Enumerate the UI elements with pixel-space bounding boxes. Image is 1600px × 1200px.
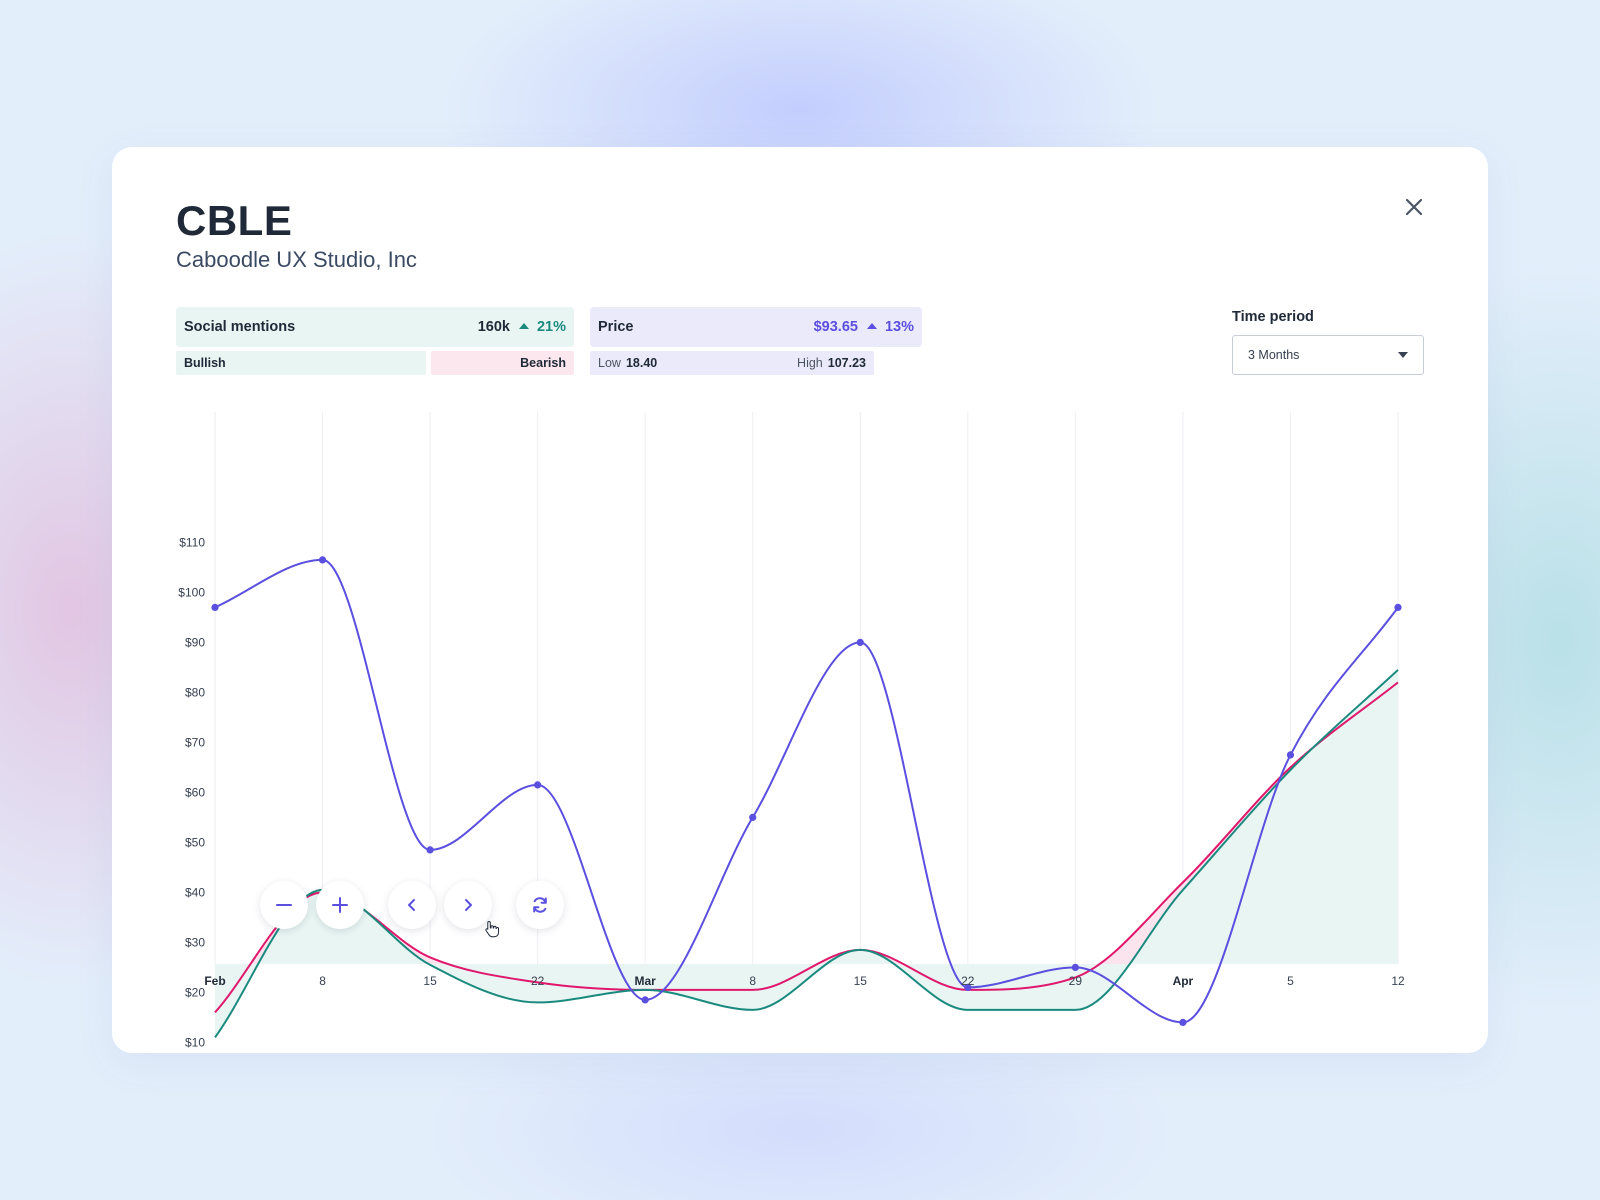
minus-icon: [276, 904, 292, 906]
triangle-up-icon: [518, 323, 529, 329]
x-tick-label: 8: [749, 974, 756, 988]
price-sentiment-chart: $110 $100 $90 $80 $70 $60 $50 $40 $30 $20 $10 Feb 8…: [178, 412, 1405, 1049]
price-range-bar: Low 18.40 High 107.23: [590, 351, 874, 375]
plus-icon: [332, 897, 348, 913]
price-point[interactable]: [1394, 603, 1402, 611]
chevron-left-icon: [408, 899, 415, 911]
previous-button[interactable]: [388, 881, 436, 929]
chart-lines: [214, 558, 1399, 1038]
bullish-label: Bullish: [184, 356, 226, 370]
bearish-bar: Bearish: [431, 351, 574, 375]
y-tick-label: $10: [185, 1035, 205, 1049]
y-axis-ticks: $110 $100 $90 $80 $70 $60 $50 $40 $30 $20 $10: [178, 535, 205, 1049]
x-tick-label: 12: [1391, 974, 1405, 988]
price-point[interactable]: [318, 556, 327, 564]
bearish-label: Bearish: [520, 356, 566, 370]
price-point[interactable]: [856, 638, 864, 646]
caret-down-icon: [1398, 352, 1408, 358]
price-point[interactable]: [211, 603, 219, 611]
x-tick-label: 5: [1287, 974, 1294, 988]
zoom-in-button[interactable]: [316, 881, 364, 929]
reset-button[interactable]: [516, 881, 564, 929]
price-point[interactable]: [1286, 751, 1295, 759]
company-name: Caboodle UX Studio, Inc: [176, 247, 417, 272]
close-icon[interactable]: [1402, 195, 1426, 219]
price-value: $93.65: [813, 319, 858, 335]
price-point[interactable]: [641, 996, 649, 1004]
ticker-symbol: CBLE: [176, 197, 293, 244]
x-tick-label: 22: [961, 974, 975, 988]
x-tick-label: Mar: [635, 974, 657, 988]
y-tick-label: $110: [179, 535, 205, 549]
high-value: 107.23: [827, 356, 866, 370]
refresh-icon: [533, 897, 547, 913]
chart-fills: [215, 669, 1398, 1038]
bearish-line: [214, 681, 1399, 1014]
x-axis-ticks: Feb 8 15 22 Mar 8 15 22 29 Apr 5 12: [204, 974, 1405, 988]
chevron-right-icon: [465, 899, 472, 911]
social-mentions-label: Social mentions: [184, 319, 296, 335]
social-mentions-change: 21%: [536, 319, 566, 335]
low-value: 18.40: [625, 356, 658, 370]
time-period-value: 3 Months: [1248, 348, 1300, 362]
price-point[interactable]: [534, 781, 542, 789]
price-point[interactable]: [749, 813, 757, 822]
x-tick-label: 15: [423, 974, 437, 988]
x-tick-label: Apr: [1173, 974, 1194, 988]
high-label: High: [797, 356, 823, 370]
x-tick-label: 8: [319, 974, 326, 988]
bullish-bar: Bullish: [176, 351, 426, 375]
price-change: 13%: [884, 319, 914, 335]
social-mentions-metric: Social mentions 160k 21%: [176, 307, 574, 347]
time-period-label: Time period: [1232, 309, 1314, 325]
price-line: [214, 558, 1399, 1024]
y-tick-label: $80: [185, 685, 205, 699]
bullish-line: [214, 669, 1399, 1038]
y-tick-label: $90: [185, 635, 205, 649]
zoom-out-button[interactable]: [260, 881, 308, 929]
next-button[interactable]: [444, 881, 492, 929]
price-point[interactable]: [1071, 963, 1079, 972]
x-tick-label: Feb: [204, 974, 225, 988]
stock-detail-card: CBLE Caboodle UX Studio, Inc Social ment…: [112, 147, 1488, 1053]
y-tick-label: $60: [185, 785, 205, 799]
triangle-up-icon: [866, 323, 877, 329]
price-metric: Price $93.65 13%: [590, 307, 922, 347]
price-point[interactable]: [1179, 1018, 1187, 1026]
x-tick-label: 22: [531, 974, 545, 988]
y-tick-label: $40: [185, 885, 205, 899]
price-label: Price: [598, 319, 634, 335]
price-point[interactable]: [964, 983, 972, 992]
y-tick-label: $50: [185, 835, 205, 849]
y-tick-label: $20: [185, 985, 205, 999]
x-tick-label: 29: [1069, 974, 1083, 988]
price-point[interactable]: [426, 846, 434, 854]
time-period-select[interactable]: 3 Months: [1232, 335, 1424, 375]
chart-points: [211, 556, 1402, 1026]
low-label: Low: [598, 356, 621, 370]
y-tick-label: $70: [185, 735, 205, 749]
social-mentions-value: 160k: [477, 319, 510, 335]
x-tick-label: 15: [854, 974, 868, 988]
y-tick-label: $100: [178, 585, 205, 599]
y-tick-label: $30: [185, 935, 205, 949]
bullish-area: [215, 669, 1398, 1038]
